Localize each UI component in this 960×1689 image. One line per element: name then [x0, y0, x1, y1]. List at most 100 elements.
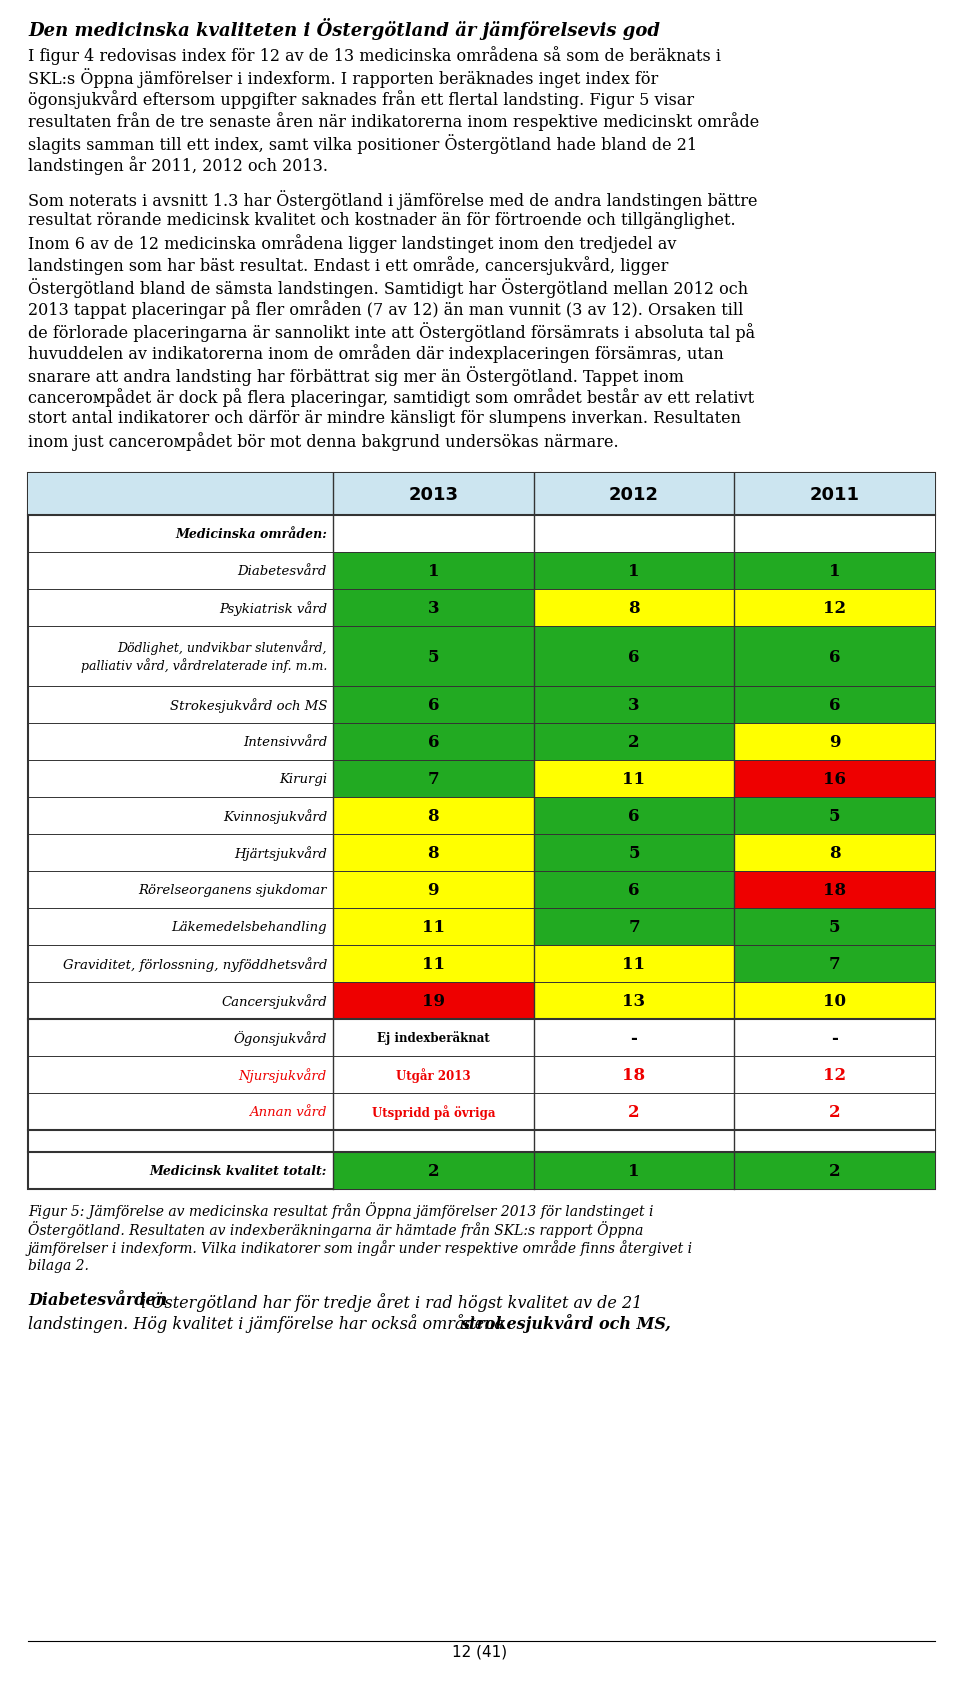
Bar [534, 797, 734, 834]
Bar [734, 946, 935, 983]
Text: cancerомрådet är dock på flera placeringar, samtidigt som området består av ett : cancerомрådet är dock på flera placering… [28, 388, 755, 407]
Text: 12: 12 [823, 600, 846, 616]
Bar [534, 589, 734, 627]
Text: i Östergötland har för tredje året i rad högst kvalitet av de 21: i Östergötland har för tredje året i rad… [136, 1290, 642, 1311]
Text: Medicinsk kvalitet totalt:: Medicinsk kvalitet totalt: [150, 1164, 327, 1177]
Text: 19: 19 [421, 993, 444, 1010]
Bar [734, 983, 935, 1020]
Bar [534, 687, 734, 723]
Text: 6: 6 [828, 649, 840, 665]
Text: Inom 6 av de 12 medicinska områdena ligger landstinget inom den tredjedel av: Inom 6 av de 12 medicinska områdena ligg… [28, 233, 677, 253]
Text: Psykiatrisk vård: Psykiatrisk vård [219, 601, 327, 615]
Text: Diabetesvården: Diabetesvården [28, 1290, 167, 1309]
Text: huvuddelen av indikatorerna inom de områden där indexplaceringen försämras, utan: huvuddelen av indikatorerna inom de områ… [28, 345, 724, 363]
Bar [333, 723, 534, 760]
Bar [734, 872, 935, 909]
Bar [534, 946, 734, 983]
Bar [333, 1020, 534, 1056]
Bar [734, 1056, 935, 1093]
Bar [734, 515, 935, 552]
Bar [333, 834, 534, 872]
Text: 6: 6 [628, 807, 639, 824]
Text: Utspridd på övriga: Utspridd på övriga [372, 1105, 495, 1120]
Text: Annan vård: Annan vård [250, 1105, 327, 1118]
Bar [333, 515, 534, 552]
Bar [333, 872, 534, 909]
Text: slagits samman till ett index, samt vilka positioner Östergötland hade bland de : slagits samman till ett index, samt vilk… [28, 133, 697, 154]
Text: 8: 8 [828, 844, 840, 861]
Bar [734, 1152, 935, 1189]
Text: bilaga 2.: bilaga 2. [28, 1258, 89, 1272]
Bar [333, 552, 534, 589]
Text: 2: 2 [628, 733, 639, 750]
Bar [534, 1093, 734, 1130]
Text: 9: 9 [828, 733, 840, 750]
Text: 11: 11 [421, 919, 444, 936]
Text: stort antal indikatorer och därför är mindre känsligt för slumpens inverkan. Res: stort antal indikatorer och därför är mi… [28, 410, 741, 427]
Bar [534, 872, 734, 909]
Text: Ej indexberäknat: Ej indexberäknat [377, 1030, 490, 1045]
Bar [333, 1152, 534, 1189]
Bar [734, 723, 935, 760]
Text: resultat rörande medicinsk kvalitet och kostnader än för förtroende och tillgäng: resultat rörande medicinsk kvalitet och … [28, 211, 735, 230]
Text: Intensivvård: Intensivvård [243, 736, 327, 748]
Text: 8: 8 [427, 807, 439, 824]
Text: 5: 5 [828, 919, 840, 936]
Bar [734, 627, 935, 687]
Text: SKL:s Öppna jämförelser i indexform. I rapporten beräknades inget index för: SKL:s Öppna jämförelser i indexform. I r… [28, 68, 659, 88]
Text: Kvinnosjukvård: Kvinnosjukvård [223, 809, 327, 824]
Text: 1: 1 [427, 562, 439, 579]
Text: 2: 2 [828, 1103, 840, 1120]
Bar [333, 983, 534, 1020]
Text: 6: 6 [427, 696, 439, 713]
Text: 3: 3 [427, 600, 439, 616]
Text: 13: 13 [622, 993, 645, 1010]
Text: Strokesjukvård och MS: Strokesjukvård och MS [170, 698, 327, 713]
Text: 5: 5 [628, 844, 639, 861]
Text: Graviditet, förlossning, nyföddhetsvård: Graviditet, förlossning, nyföddhetsvård [62, 956, 327, 971]
Bar [534, 760, 734, 797]
Text: inom just cancerомрådet bör mot denna bakgrund undersökas närmare.: inom just cancerомрådet bör mot denna ba… [28, 432, 618, 451]
Text: Cancersjukvård: Cancersjukvård [221, 993, 327, 1008]
Text: Diabetesvård: Diabetesvård [238, 564, 327, 578]
Text: Rörelseorganens sjukdomar: Rörelseorganens sjukdomar [138, 883, 327, 897]
Bar [333, 627, 534, 687]
Text: 3: 3 [628, 696, 639, 713]
Text: 6: 6 [828, 696, 840, 713]
Bar [534, 909, 734, 946]
Text: Östergötland bland de sämsta landstingen. Samtidigt har Östergötland mellan 2012: Östergötland bland de sämsta landstingen… [28, 277, 748, 297]
Text: 6: 6 [628, 649, 639, 665]
Text: jämförelser i indexform. Vilka indikatorer som ingår under respektive område fin: jämförelser i indexform. Vilka indikator… [28, 1240, 693, 1255]
Text: 18: 18 [823, 882, 846, 899]
Text: 2: 2 [427, 1162, 439, 1179]
Text: landstingen som har bäst resultat. Endast i ett område, cancersjukvård, ligger: landstingen som har bäst resultat. Endas… [28, 255, 668, 275]
Bar [333, 909, 534, 946]
Text: -: - [831, 1029, 838, 1047]
Bar [28, 473, 935, 515]
Text: Njursjukvård: Njursjukvård [239, 1067, 327, 1083]
Text: Utgår 2013: Utgår 2013 [396, 1067, 470, 1083]
Text: 8: 8 [427, 844, 439, 861]
Text: 2012: 2012 [609, 486, 659, 503]
Text: 8: 8 [628, 600, 639, 616]
Bar [333, 687, 534, 723]
Bar [534, 1130, 734, 1152]
Bar [534, 515, 734, 552]
Text: 1: 1 [628, 562, 639, 579]
Text: 9: 9 [427, 882, 439, 899]
Text: palliativ vård, vårdrelaterade inf. m.m.: palliativ vård, vårdrelaterade inf. m.m. [81, 659, 327, 672]
Text: 12: 12 [823, 1066, 846, 1083]
Text: 2011: 2011 [809, 486, 859, 503]
Text: -: - [631, 1029, 637, 1047]
Text: 2: 2 [828, 1162, 840, 1179]
Text: Kirurgi: Kirurgi [278, 772, 327, 785]
Text: landstingen. Hög kvalitet i jämförelse har också områdena: landstingen. Hög kvalitet i jämförelse h… [28, 1314, 509, 1333]
Bar [333, 1056, 534, 1093]
Text: I figur 4 redovisas index för 12 av de 13 medicinska områdena så som de beräknat: I figur 4 redovisas index för 12 av de 1… [28, 46, 721, 64]
Bar [534, 1152, 734, 1189]
Text: de förlorade placeringarna är sannolikt inte att Östergötland försämrats i absol: de förlorade placeringarna är sannolikt … [28, 323, 756, 341]
Bar [734, 1093, 935, 1130]
Text: 7: 7 [828, 956, 840, 973]
Text: strokesjukvård och MS,: strokesjukvård och MS, [460, 1314, 671, 1333]
Bar [333, 760, 534, 797]
